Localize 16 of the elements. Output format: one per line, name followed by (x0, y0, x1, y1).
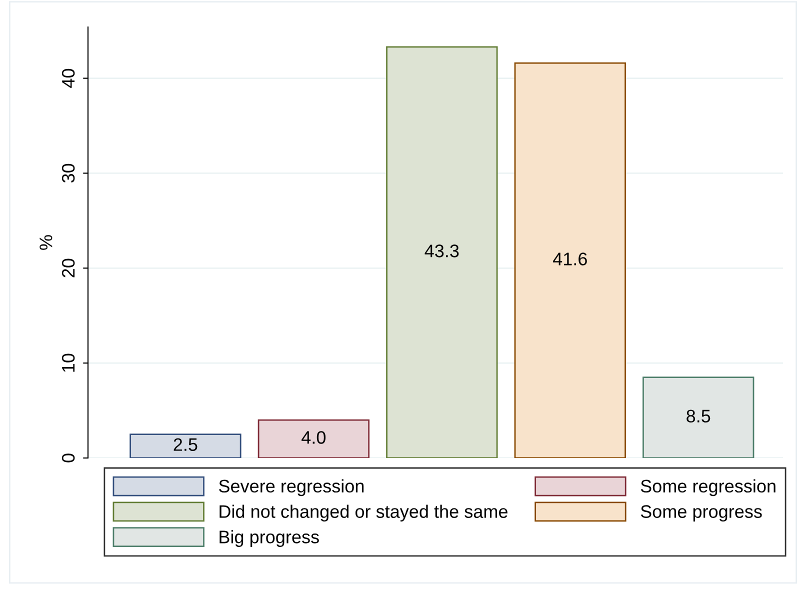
y-tick-label: 20 (62, 258, 75, 278)
data-label: 2.5 (174, 438, 198, 451)
legend-label: Big progress (220, 530, 319, 547)
y-axis-title: % (40, 235, 52, 250)
y-tick-label: 30 (62, 164, 75, 183)
data-label: 41.6 (552, 252, 587, 266)
legend-label: Did not changed or stayed the same (220, 504, 508, 522)
legend-label: Some regression (640, 479, 776, 496)
data-label: 8.5 (686, 410, 710, 422)
y-tick-label: 10 (62, 354, 75, 372)
data-label: 43.3 (424, 244, 459, 258)
y-tick-label: 40 (62, 68, 75, 88)
legend-label: Some progress (640, 505, 762, 522)
data-label: 4.0 (302, 431, 326, 444)
y-tick-label: 0 (62, 454, 75, 462)
legend-label: Severe regression (219, 479, 364, 496)
